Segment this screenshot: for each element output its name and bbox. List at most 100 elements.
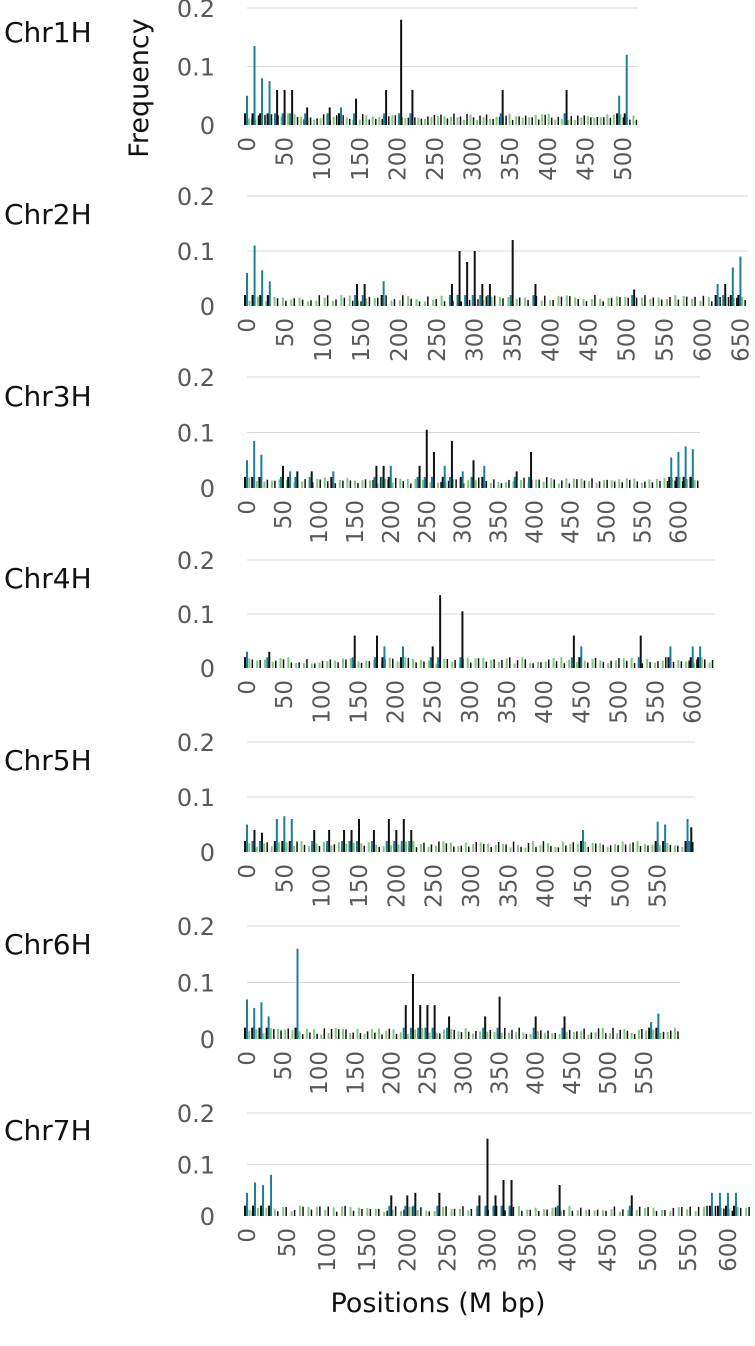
x-tick-label: 350: [501, 318, 527, 362]
x-tick-label: 100: [309, 680, 335, 724]
panel-chr4h: Chr4H 0 0.1 0.2 0 50 100 150 200 250 300 350 400 450 5…: [4, 547, 715, 724]
x-tick-label: 250: [435, 1228, 461, 1272]
x-tick-label: 50: [275, 1228, 301, 1257]
y-tick-label: 0: [200, 655, 215, 683]
x-tick-label: 200: [379, 1051, 405, 1095]
x-tick-label: 250: [425, 318, 451, 362]
x-tick-label: 150: [355, 1228, 381, 1272]
x-tick-label: 450: [559, 500, 585, 544]
y-tick-label: 0: [200, 112, 215, 140]
x-tick-label: 150: [348, 137, 374, 181]
x-tick-label: 300: [461, 137, 487, 181]
x-tick-label: 150: [343, 500, 369, 544]
x-tick-label: 350: [498, 137, 524, 181]
x-tick-label: 300: [459, 864, 485, 908]
y-tick-label: 0: [200, 293, 215, 321]
x-tick-label: 250: [415, 1051, 441, 1095]
x-tick-label: 500: [606, 680, 632, 724]
x-tick-label: 450: [596, 1228, 622, 1272]
x-tick-label: 550: [676, 1228, 702, 1272]
x-tick-label: 400: [556, 1228, 582, 1272]
x-tick-label: 250: [415, 500, 441, 544]
y-tick-label: 0.2: [177, 0, 215, 23]
x-tick-label: 150: [349, 318, 375, 362]
x-axis-title: Positions (M bp): [331, 1288, 546, 1319]
x-tick-label: 450: [560, 1051, 586, 1095]
x-tick-label: 500: [636, 1228, 662, 1272]
x-tick-label: 250: [422, 864, 448, 908]
x-tick-label: 200: [395, 1228, 421, 1272]
x-tick-label: 200: [387, 318, 413, 362]
x-tick-label: 0: [235, 137, 261, 152]
x-tick-label: 200: [379, 500, 405, 544]
x-tick-label: 250: [423, 137, 449, 181]
y-tick-label: 0.2: [177, 913, 215, 941]
x-tick-label: 500: [608, 864, 634, 908]
panel-chr5h: Chr5H 0 0.1 0.2 0 50 100 150 200 250 300 350 400 450 5…: [4, 729, 695, 908]
panel-label: Chr3H: [4, 380, 92, 413]
x-tick-label: 600: [716, 1228, 742, 1272]
x-tick-label: 0: [235, 500, 261, 515]
x-tick-label: 50: [271, 500, 297, 529]
x-tick-label: 400: [532, 680, 558, 724]
y-tick-label: 0.2: [177, 183, 215, 211]
x-tick-label: 200: [385, 137, 411, 181]
x-tick-label: 400: [524, 1051, 550, 1095]
x-tick-label: 100: [310, 137, 336, 181]
x-tick-label: 500: [615, 318, 641, 362]
x-tick-label: 350: [516, 1228, 542, 1272]
x-tick-label: 650: [728, 318, 754, 362]
x-tick-label: 0: [235, 680, 261, 695]
y-tick-label: 0.2: [177, 547, 215, 575]
panel-label: Chr6H: [4, 928, 92, 961]
y-tick-label: 0.1: [177, 54, 215, 82]
x-tick-label: 300: [458, 680, 484, 724]
panel-chr6h: Chr6H 0 0.1 0.2 0 50 100 150 200 250 300 350 400 450 5…: [4, 913, 680, 1095]
x-tick-label: 400: [523, 500, 549, 544]
x-tick-label: 0: [235, 864, 261, 879]
x-tick-label: 0: [235, 1051, 261, 1066]
y-tick-label: 0.1: [177, 420, 215, 448]
x-tick-label: 450: [577, 318, 603, 362]
y-tick-label: 0.1: [177, 238, 215, 266]
panel-label: Chr4H: [4, 562, 92, 595]
x-tick-label: 150: [347, 864, 373, 908]
y-tick-label: 0.1: [177, 784, 215, 812]
x-tick-label: 550: [646, 864, 672, 908]
x-tick-label: 250: [421, 680, 447, 724]
x-tick-label: 600: [690, 318, 716, 362]
panel-chr1h: Chr1H 0 0.1 0.2 0 50 100 150 200 250 300 350 400 450 5…: [4, 0, 638, 181]
panel-label: Chr1H: [4, 16, 92, 49]
x-tick-label: 350: [487, 500, 513, 544]
panel-chr7h: Chr7H 0 0.1 0.2 0 50 100 150 200 250 300 350 400 450 5…: [4, 1100, 752, 1272]
x-tick-label: 50: [272, 864, 298, 893]
panel-label: Chr7H: [4, 1114, 92, 1147]
x-tick-label: 350: [495, 680, 521, 724]
x-tick-label: 300: [463, 318, 489, 362]
y-tick-label: 0.1: [177, 601, 215, 629]
x-tick-label: 550: [653, 318, 679, 362]
x-tick-label: 550: [632, 1051, 658, 1095]
x-tick-label: 100: [311, 318, 337, 362]
panel-chr3h: Chr3H 0 0.1 0.2 0 50 100 150 200 250 300 350 400 450 5…: [4, 364, 700, 544]
x-tick-label: 0: [235, 1228, 261, 1243]
panel-label: Chr5H: [4, 744, 92, 777]
x-tick-label: 300: [452, 1051, 478, 1095]
x-tick-label: 150: [346, 680, 372, 724]
y-axis-title: Frequency: [124, 18, 155, 158]
y-tick-label: 0.1: [177, 970, 215, 998]
y-tick-label: 0: [200, 1203, 215, 1231]
y-tick-label: 0: [200, 475, 215, 503]
x-tick-label: 450: [571, 864, 597, 908]
x-tick-label: 500: [595, 500, 621, 544]
x-tick-label: 150: [343, 1051, 369, 1095]
x-tick-label: 50: [271, 1051, 297, 1080]
x-tick-label: 200: [384, 864, 410, 908]
x-tick-label: 550: [630, 500, 656, 544]
x-tick-label: 50: [273, 318, 299, 347]
x-tick-label: 400: [539, 318, 565, 362]
x-tick-label: 450: [569, 680, 595, 724]
x-tick-label: 50: [273, 137, 299, 166]
y-tick-label: 0: [200, 839, 215, 867]
x-tick-label: 500: [611, 137, 637, 181]
